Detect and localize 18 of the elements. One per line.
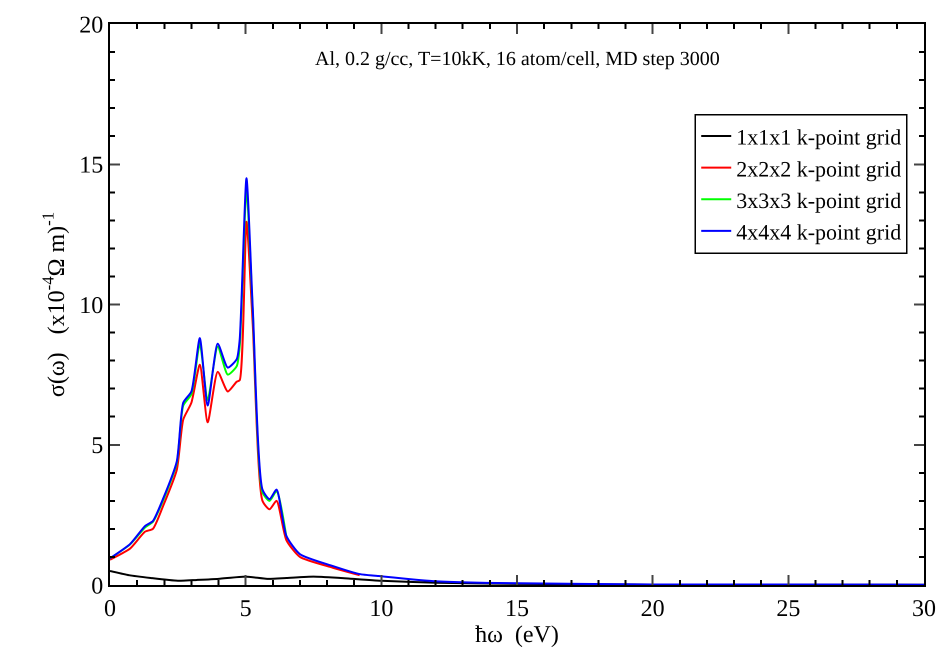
legend-label: 4x4x4 k-point grid [736, 219, 902, 244]
y-tick-label: 0 [91, 573, 104, 600]
x-tick-label: 15 [505, 596, 529, 622]
x-tick-label: 20 [640, 596, 665, 622]
line-series [110, 220, 361, 576]
y-tick-label: 10 [79, 292, 104, 319]
legend-label: 2x2x2 k-point grid [736, 156, 902, 182]
x-axis-title: ħω (eV) [475, 622, 559, 648]
y-tick-label: 15 [79, 152, 104, 179]
legend-label: 3x3x3 k-point grid [736, 188, 902, 213]
x-tick-label: 5 [240, 596, 252, 622]
x-tick-label: 25 [776, 596, 800, 622]
x-tick-label: 10 [369, 596, 394, 622]
y-tick-label: 20 [79, 12, 104, 38]
y-tick-label: 5 [91, 433, 104, 460]
x-tick-label: 30 [912, 596, 936, 622]
annotation: Al, 0.2 g/cc, T=10kK, 16 atom/cell, MD step 3000 [315, 48, 720, 70]
legend-label: 1x1x1 k-point grid [736, 124, 902, 150]
